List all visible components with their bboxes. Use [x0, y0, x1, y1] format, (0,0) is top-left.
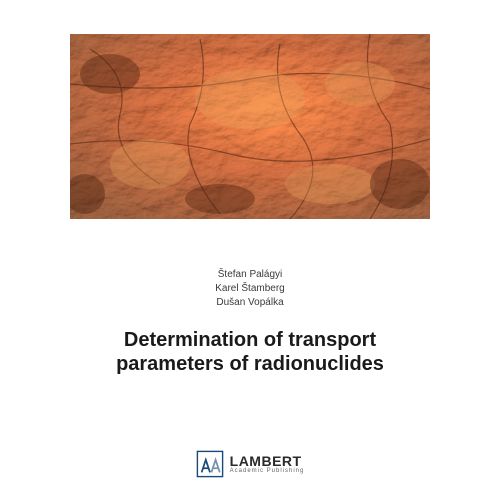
- publisher-logo-icon: [196, 450, 224, 478]
- publisher-block: LAMBERT Academic Publishing: [0, 450, 500, 478]
- title-line-1: Determination of transport: [40, 328, 460, 352]
- title-line-2: parameters of radionuclides: [40, 352, 460, 376]
- publisher-sub: Academic Publishing: [230, 468, 305, 474]
- book-cover: Štefan Palágyi Karel Štamberg Dušan Vopá…: [0, 0, 500, 500]
- author-3: Dušan Vopálka: [0, 296, 500, 310]
- authors-block: Štefan Palágyi Karel Štamberg Dušan Vopá…: [0, 268, 500, 310]
- book-title: Determination of transport parameters of…: [0, 328, 500, 376]
- cover-image: [70, 34, 430, 219]
- publisher-text: LAMBERT Academic Publishing: [230, 454, 305, 474]
- author-2: Karel Štamberg: [0, 282, 500, 296]
- publisher-name: LAMBERT: [230, 454, 302, 468]
- author-1: Štefan Palágyi: [0, 268, 500, 282]
